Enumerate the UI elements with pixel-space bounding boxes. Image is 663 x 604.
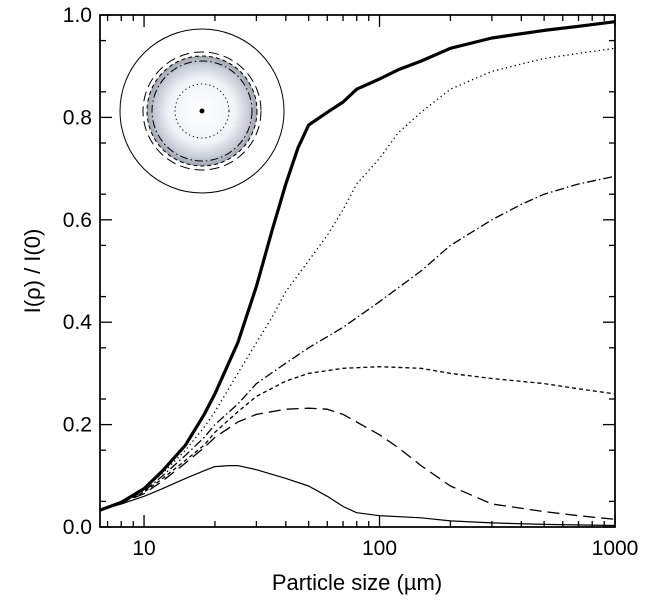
x-axis-title: Particle size (µm)	[272, 570, 442, 595]
series-line-short-dash	[99, 366, 616, 511]
inset-outer-circle	[119, 28, 285, 194]
y-tick-label: 0.2	[63, 414, 92, 437]
tick-labels-layer: 0.0 0.2 0.4 0.6 0.8 1.0 10 100 1000	[63, 4, 639, 560]
inset-long-dash-ring	[142, 51, 262, 171]
y-tick-label: 0.0	[63, 516, 92, 539]
inset-short-dash-ring	[146, 55, 258, 167]
series-line-dotted	[99, 47, 616, 511]
x-tick-label: 10	[132, 537, 155, 560]
y-tick-label: 1.0	[63, 4, 92, 27]
y-axis-title: I(ρ) / I(0)	[20, 229, 45, 314]
series-layer	[99, 20, 616, 527]
series-line-thin-solid	[99, 465, 616, 527]
series-line-dash-dot	[99, 175, 616, 511]
inset-dotted-ring	[174, 83, 230, 139]
series-line-long-dash	[99, 407, 616, 520]
ticks-layer	[100, 14, 616, 528]
inset-diagram	[119, 28, 285, 194]
y-tick-label: 0.6	[63, 209, 92, 232]
x-tick-label: 1000	[592, 537, 639, 560]
y-tick-label: 0.4	[63, 311, 93, 334]
series-line-thick-solid	[99, 20, 616, 512]
inset-dash-dot-ring	[151, 60, 253, 162]
y-tick-label: 0.8	[63, 106, 92, 129]
x-tick-label: 100	[362, 537, 397, 560]
inset-center-dot	[199, 108, 205, 114]
plot-area-border-top	[99, 14, 616, 528]
